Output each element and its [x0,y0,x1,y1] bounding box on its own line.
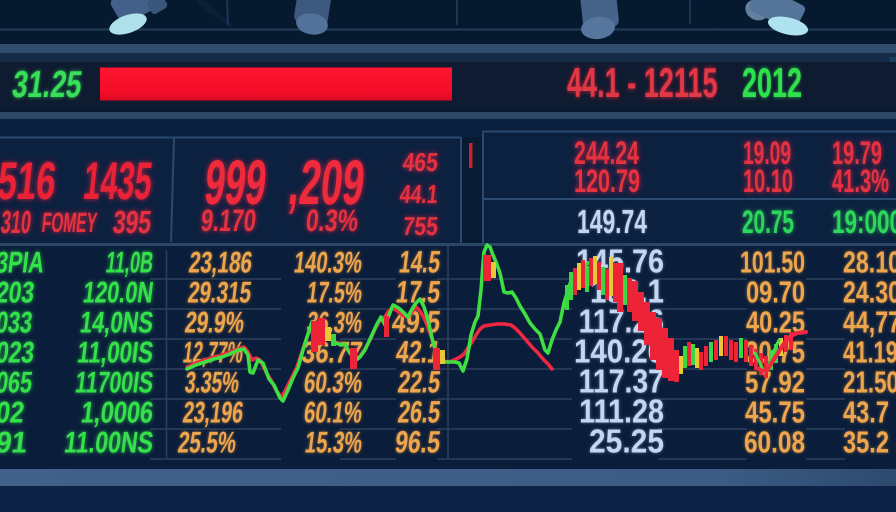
svg-text:465: 465 [401,149,439,178]
svg-text:1,0006: 1,0006 [79,395,155,429]
svg-text:45.75: 45.75 [745,395,805,430]
svg-text:02: 02 [0,396,26,429]
svg-text:11700IS: 11700IS [73,365,155,399]
svg-text:1435: 1435 [81,153,155,212]
svg-text:22.5: 22.5 [396,365,442,400]
svg-text:120.79: 120.79 [574,163,640,199]
svg-text:3.35%: 3.35% [183,366,241,399]
svg-text:516: 516 [0,151,59,211]
svg-text:111.28: 111.28 [579,393,664,430]
svg-text:15.3%: 15.3% [303,427,364,460]
svg-text:19.79: 19.79 [832,135,882,171]
svg-text:25.25: 25.25 [589,422,664,460]
svg-text:35.2: 35.2 [843,424,889,459]
svg-text:60.1%: 60.1% [302,397,364,430]
svg-text:2012: 2012 [742,60,802,106]
svg-text:203: 203 [0,276,36,310]
svg-text:44.1 - 12115: 44.1 - 12115 [567,60,718,106]
svg-text:244.24: 244.24 [574,135,639,172]
svg-text:117.37: 117.37 [579,363,664,400]
svg-text:17.5%: 17.5% [305,277,364,310]
svg-text:41.19: 41.19 [843,335,896,370]
svg-text:41.3%: 41.3% [832,163,889,199]
svg-text:140.3%: 140.3% [292,247,364,280]
svg-text:11.00NS: 11.00NS [62,426,155,459]
svg-text:101.50: 101.50 [740,245,805,280]
svg-text:023: 023 [0,336,36,370]
svg-text:755: 755 [401,213,439,242]
svg-text:14,0NS: 14,0NS [78,305,155,339]
svg-text:31.25: 31.25 [10,64,85,106]
svg-text:23,196: 23,196 [181,397,245,430]
svg-text:44.1: 44.1 [398,179,439,208]
svg-text:57.92: 57.92 [745,365,805,400]
svg-text:11,00IS: 11,00IS [75,335,155,369]
svg-text:60.3%: 60.3% [302,367,364,400]
svg-text:19.09: 19.09 [743,135,791,171]
svg-text:91: 91 [0,427,29,460]
svg-text:60.08: 60.08 [744,425,805,459]
svg-text:999: 999 [202,147,270,218]
svg-text:17.5: 17.5 [394,274,442,309]
svg-text:29.315: 29.315 [186,277,253,309]
svg-text:09.70: 09.70 [746,274,805,309]
svg-text:28.10: 28.10 [843,244,896,279]
svg-text:24.30: 24.30 [843,274,896,309]
svg-text:96.5: 96.5 [393,424,442,459]
svg-text:25.5%: 25.5% [176,427,238,460]
svg-text:10.10: 10.10 [743,163,793,199]
svg-text:,209: ,209 [285,149,367,219]
svg-text:065: 065 [0,365,34,399]
svg-text:26.5: 26.5 [396,395,442,430]
svg-text:23,186: 23,186 [187,247,254,279]
svg-text:44,77: 44,77 [843,304,896,339]
svg-text:0.3%: 0.3% [304,203,360,238]
svg-text:395: 395 [111,204,153,240]
svg-text:20.75: 20.75 [742,205,794,241]
svg-text:43.7: 43.7 [843,394,889,429]
svg-text:9.170: 9.170 [199,203,258,237]
svg-text:149.74: 149.74 [577,204,647,241]
svg-text:29.9%: 29.9% [183,307,246,339]
svg-text:11,0B: 11,0B [104,246,155,280]
svg-text:FOMEY: FOMEY [40,206,98,238]
svg-text:033: 033 [0,305,34,339]
svg-text:14.5: 14.5 [397,245,442,280]
svg-text:120.0N: 120.0N [81,275,155,309]
svg-text:310: 310 [0,204,33,241]
svg-text:21.50: 21.50 [843,365,896,399]
svg-text:3PIA: 3PIA [0,245,46,279]
svg-text:19:000: 19:000 [832,204,896,240]
